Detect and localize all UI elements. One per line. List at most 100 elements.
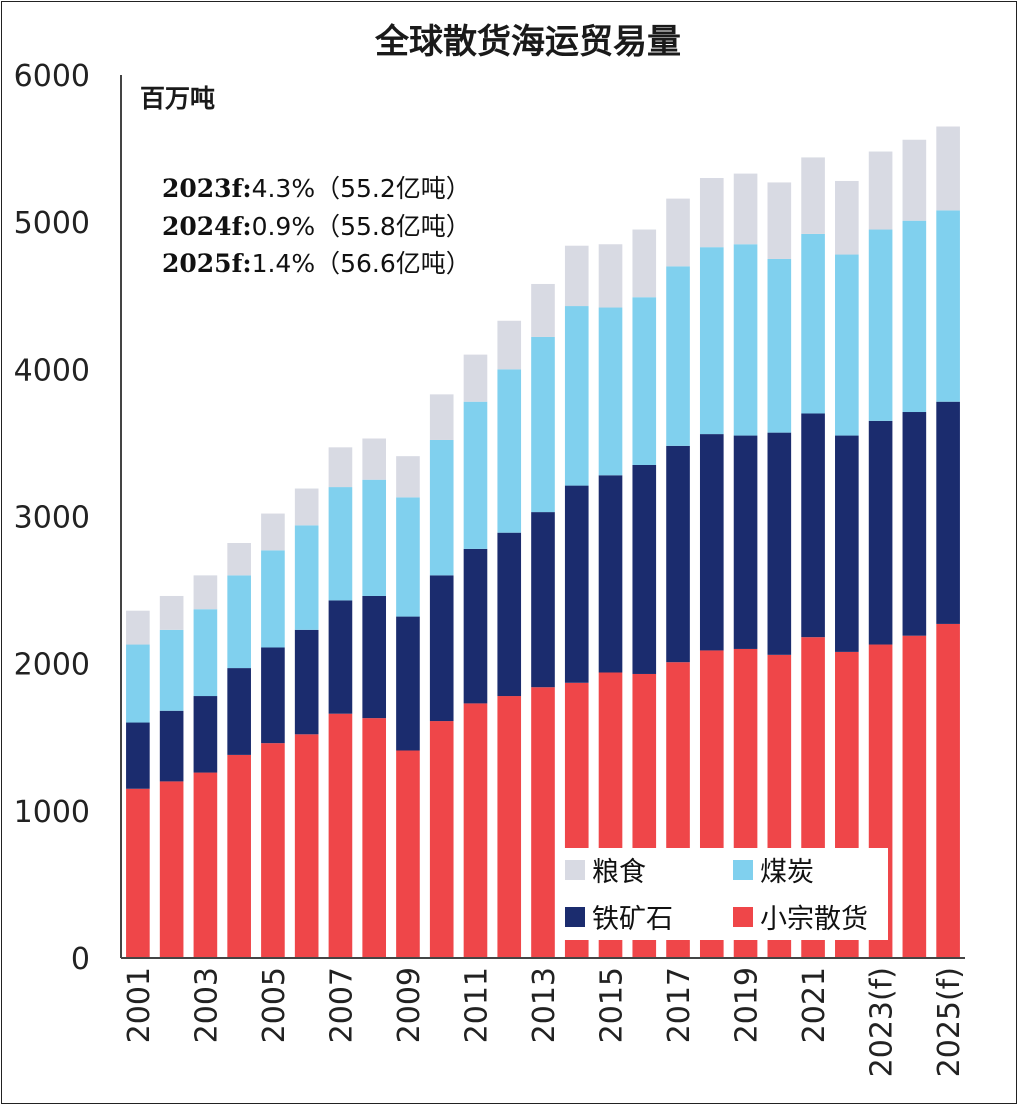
bar-segment bbox=[666, 266, 690, 446]
bar-segment bbox=[362, 595, 387, 719]
bar-segment bbox=[463, 703, 488, 958]
y-tick-label: 4000 bbox=[14, 353, 90, 388]
bar-segment bbox=[294, 525, 319, 630]
bar-segment bbox=[261, 647, 285, 744]
bar-segment bbox=[227, 542, 251, 576]
bar-segment bbox=[733, 244, 758, 436]
bar-segment bbox=[632, 229, 657, 298]
bar-segment bbox=[564, 245, 589, 307]
bar-stack-2003 bbox=[193, 575, 218, 958]
annotation-value: 1.4%（56.6亿吨） bbox=[252, 249, 471, 278]
bar-segment bbox=[126, 610, 150, 645]
bar-segment bbox=[328, 713, 353, 958]
bar-segment bbox=[767, 182, 792, 259]
bar-stack-2006 bbox=[294, 488, 319, 958]
bar-stack-2007 bbox=[328, 447, 353, 958]
bar-stack-2002 bbox=[159, 595, 184, 958]
bar-stack-2001 bbox=[126, 610, 150, 958]
bar-segment bbox=[193, 696, 218, 773]
bar-segment bbox=[531, 336, 555, 513]
bar-stack-2018 bbox=[699, 178, 724, 958]
bar-segment bbox=[227, 575, 251, 669]
y-tick-label: 5000 bbox=[14, 206, 90, 241]
bar-segment bbox=[733, 173, 758, 245]
bar-segment bbox=[632, 464, 657, 674]
bar-segment bbox=[193, 772, 218, 958]
bar-segment bbox=[598, 307, 623, 476]
y-tick-label: 2000 bbox=[14, 648, 90, 683]
bar-segment bbox=[227, 754, 251, 958]
x-ticks: 2001 2003 2005 2007 2009 2011 2013 2015 2017 2019… bbox=[122, 967, 967, 1077]
legend: 粮食 煤炭 铁矿石 小宗散货 bbox=[555, 848, 888, 940]
bar-segment bbox=[598, 475, 623, 673]
bar-stack-2024(f) bbox=[902, 139, 927, 958]
bar-stack-2022 bbox=[835, 180, 859, 958]
bar-segment bbox=[126, 788, 150, 958]
bar-segment bbox=[699, 178, 724, 248]
bar-segment bbox=[564, 485, 589, 683]
bar-stack-2004 bbox=[227, 542, 251, 958]
bar-segment bbox=[801, 413, 825, 638]
bar-segment bbox=[835, 254, 859, 436]
bar-segment bbox=[463, 401, 488, 549]
bar-segment bbox=[362, 438, 387, 480]
bar-segment bbox=[261, 550, 285, 648]
bar-stack-2023(f) bbox=[868, 151, 893, 958]
legend-swatch-grain bbox=[565, 860, 585, 880]
bar-stack-2013 bbox=[531, 283, 555, 958]
legend-label-grain: 粮食 bbox=[592, 857, 646, 888]
bar-stack-2021 bbox=[801, 157, 825, 958]
bar-segment bbox=[936, 210, 960, 402]
annotation-key: 2023f: bbox=[162, 174, 252, 203]
y-tick-label: 3000 bbox=[14, 501, 90, 536]
svg-text:2023f:4.3%（55.2亿吨）: 2023f:4.3%（55.2亿吨） bbox=[162, 174, 471, 203]
bar-segment bbox=[193, 609, 218, 697]
annotation-2025f: 2025f:1.4%（56.6亿吨） bbox=[162, 249, 471, 278]
y-tick-label: 1000 bbox=[14, 795, 90, 830]
bar-stack-2020 bbox=[767, 182, 792, 958]
bar-segment bbox=[193, 575, 218, 610]
bar-segment bbox=[564, 306, 589, 486]
bar-segment bbox=[328, 487, 353, 601]
x-tick-label: 2003 bbox=[189, 967, 224, 1043]
bar-segment bbox=[868, 229, 893, 421]
bar-stack-2017 bbox=[666, 198, 690, 958]
legend-swatch-iron-ore bbox=[565, 907, 585, 927]
x-tick-label: 2013 bbox=[527, 967, 562, 1043]
annotation-value: 0.9%（55.8亿吨） bbox=[252, 212, 471, 241]
bar-stack-2010 bbox=[429, 394, 454, 958]
legend-background bbox=[555, 848, 888, 940]
bar-segment bbox=[362, 479, 387, 596]
svg-text:2024f:0.9%（55.8亿吨）: 2024f:0.9%（55.8亿吨） bbox=[162, 212, 471, 241]
bar-segment bbox=[936, 401, 960, 624]
bar-segment bbox=[294, 734, 319, 958]
bar-segment bbox=[531, 687, 555, 958]
x-tick-label: 2009 bbox=[392, 967, 427, 1043]
bar-segment bbox=[396, 750, 420, 958]
bar-segment bbox=[868, 151, 893, 230]
bar-segment bbox=[835, 435, 859, 652]
bar-segment bbox=[126, 644, 150, 723]
bar-segment bbox=[396, 497, 420, 617]
bar-segment bbox=[733, 435, 758, 649]
bar-segment bbox=[767, 432, 792, 655]
bar-segment bbox=[531, 512, 555, 688]
x-tick-label: 2011 bbox=[459, 967, 494, 1043]
svg-text:2025f:1.4%（56.6亿吨）: 2025f:1.4%（56.6亿吨） bbox=[162, 249, 471, 278]
bar-segment bbox=[666, 445, 690, 663]
bar-segment bbox=[699, 247, 724, 435]
annotation-2023f: 2023f:4.3%（55.2亿吨） bbox=[162, 174, 471, 203]
x-tick-label: 2025(f) bbox=[932, 967, 967, 1077]
bar-segment bbox=[767, 258, 792, 433]
bar-segment bbox=[328, 447, 353, 488]
chart-title: 全球散货海运贸易量 bbox=[374, 22, 681, 62]
bars-group bbox=[126, 126, 960, 958]
bar-segment bbox=[598, 244, 623, 308]
x-tick-label: 2023(f) bbox=[865, 967, 900, 1077]
bar-segment bbox=[159, 629, 184, 711]
bar-segment bbox=[159, 595, 184, 630]
bar-segment bbox=[902, 635, 927, 958]
